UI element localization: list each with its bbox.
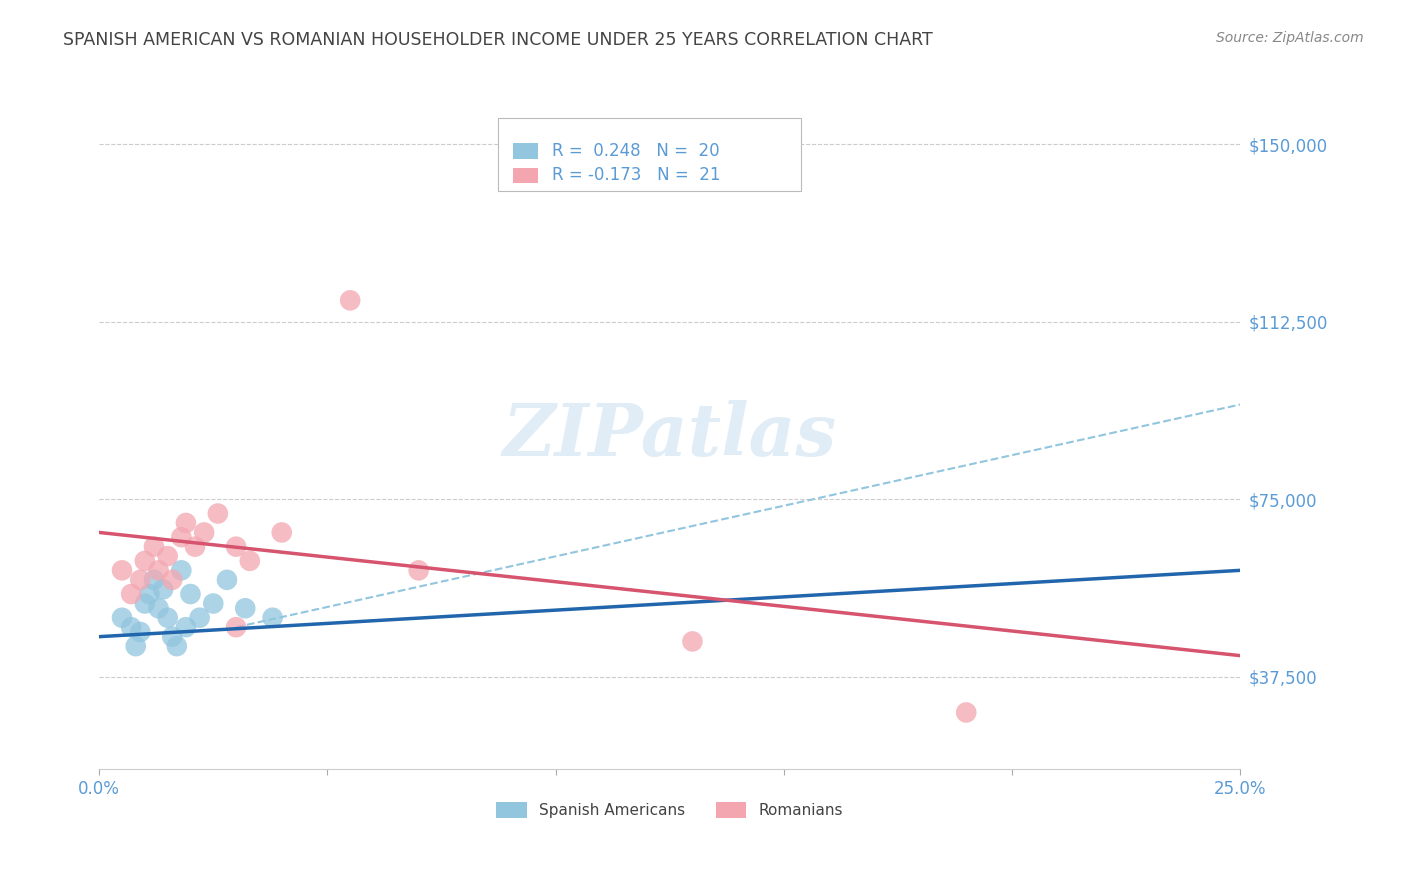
Point xyxy=(188,611,211,625)
Point xyxy=(148,601,170,615)
Point xyxy=(262,611,284,625)
Point xyxy=(111,563,134,577)
Point xyxy=(134,597,156,611)
Point xyxy=(156,549,179,563)
Point xyxy=(125,639,148,653)
Point xyxy=(170,563,193,577)
Point xyxy=(160,630,183,644)
Point xyxy=(143,540,166,554)
FancyBboxPatch shape xyxy=(513,144,538,159)
Point xyxy=(148,563,170,577)
Point xyxy=(174,620,197,634)
Point xyxy=(184,540,207,554)
Point xyxy=(193,525,215,540)
Point xyxy=(138,587,160,601)
Point xyxy=(270,525,292,540)
Legend: Spanish Americans, Romanians: Spanish Americans, Romanians xyxy=(491,797,849,824)
Point xyxy=(152,582,174,597)
Point xyxy=(174,516,197,530)
Point xyxy=(120,587,142,601)
Point xyxy=(129,624,152,639)
Point xyxy=(233,601,256,615)
Text: R =  0.248   N =  20: R = 0.248 N = 20 xyxy=(553,142,720,160)
Point xyxy=(408,563,430,577)
FancyBboxPatch shape xyxy=(499,119,801,192)
Point xyxy=(120,620,142,634)
Point xyxy=(681,634,703,648)
Text: SPANISH AMERICAN VS ROMANIAN HOUSEHOLDER INCOME UNDER 25 YEARS CORRELATION CHART: SPANISH AMERICAN VS ROMANIAN HOUSEHOLDER… xyxy=(63,31,934,49)
Point xyxy=(143,573,166,587)
Point xyxy=(160,573,183,587)
Point xyxy=(156,611,179,625)
Point xyxy=(239,554,262,568)
Point xyxy=(225,540,247,554)
Point xyxy=(179,587,201,601)
Point xyxy=(129,573,152,587)
Point xyxy=(170,530,193,544)
Point xyxy=(166,639,188,653)
Text: ZIPatlas: ZIPatlas xyxy=(502,400,837,471)
Point xyxy=(215,573,238,587)
Point xyxy=(207,507,229,521)
FancyBboxPatch shape xyxy=(513,168,538,183)
Point xyxy=(339,293,361,308)
Text: Source: ZipAtlas.com: Source: ZipAtlas.com xyxy=(1216,31,1364,45)
Point xyxy=(134,554,156,568)
Point xyxy=(202,597,225,611)
Point xyxy=(955,706,977,720)
Text: R = -0.173   N =  21: R = -0.173 N = 21 xyxy=(553,166,721,185)
Point xyxy=(111,611,134,625)
Point xyxy=(225,620,247,634)
